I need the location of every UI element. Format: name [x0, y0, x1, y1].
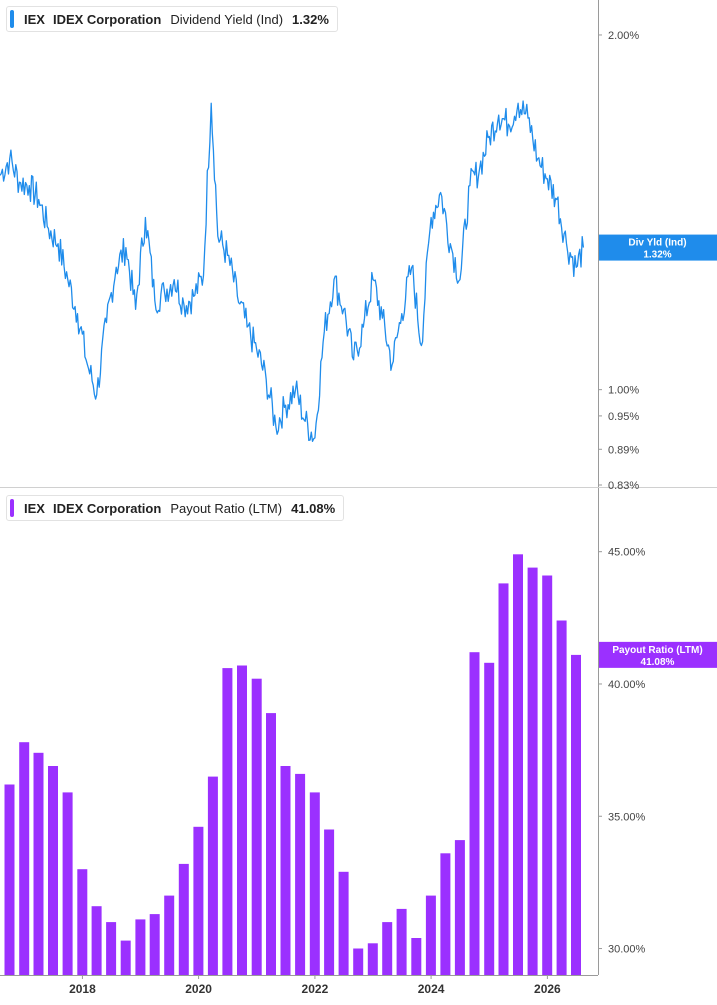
x-tick-label: 2018 [69, 982, 96, 996]
legend-company: IDEX Corporation [52, 11, 162, 27]
payout-ratio-bar [295, 773, 306, 975]
payout-ratio-bar [19, 742, 30, 975]
payout-ratio-bar [4, 784, 15, 975]
payout-ratio-bar [77, 869, 88, 975]
payout-ratio-bar [91, 906, 102, 975]
legend-metric: Payout Ratio (LTM) [170, 500, 283, 516]
payout-ratio-bar [135, 919, 146, 975]
payout-ratio-bar [266, 713, 276, 975]
payout-ratio-flag-bg [599, 641, 717, 668]
legend-ticker: IEX [24, 11, 45, 27]
payout-ratio-bar [324, 829, 335, 975]
dividend-yield-flag-bg [599, 234, 717, 261]
y-tick-label: 40.00% [608, 679, 646, 691]
payout-ratio-bar [571, 654, 581, 975]
dividend-yield-line [0, 100, 585, 443]
y-tick-label: 45.00% [608, 547, 646, 559]
dividend-yield-swatch [10, 10, 14, 28]
legend-metric: Dividend Yield (Ind) [170, 11, 284, 27]
y-tick-label: 2.00% [608, 30, 639, 42]
x-tick-label: 2022 [302, 982, 329, 996]
legend-company: IDEX Corporation [52, 500, 162, 516]
payout-ratio-bar [193, 826, 204, 975]
payout-ratio-bar [454, 840, 465, 975]
x-tick-label: 2026 [534, 982, 561, 996]
payout-ratio-flag-value: 41.08% [641, 657, 675, 668]
payout-ratio-bar [164, 895, 175, 975]
y-tick-label: 1.00% [608, 385, 639, 397]
payout-ratio-bar [106, 922, 117, 975]
payout-ratio-bar [513, 554, 523, 975]
payout-ratio-bar [280, 766, 291, 975]
payout-ratio-bar [469, 652, 480, 975]
payout-ratio-bar [33, 752, 44, 975]
y-tick-label: 30.00% [608, 944, 646, 956]
payout-ratio-swatch [10, 499, 14, 517]
bottom-chart-legend[interactable]: IEX IDEX Corporation Payout Ratio (LTM) … [6, 495, 345, 521]
payout-ratio-flag: Payout Ratio (LTM)41.08% [599, 641, 717, 668]
payout-ratio-bar [411, 938, 422, 975]
payout-ratio-bar [527, 567, 538, 975]
legend-latest-value: 1.32% [292, 11, 329, 27]
legend-ticker: IEX [24, 500, 45, 516]
payout-ratio-bar [425, 895, 436, 975]
payout-ratio-bar [251, 678, 262, 975]
payout-ratio-bar [440, 853, 451, 975]
payout-ratio-bar [48, 766, 58, 975]
dividend-yield-flag-label: Div Yld (Ind) [628, 238, 686, 249]
payout-ratio-bar [338, 871, 349, 975]
dividend-yield-flag-value: 1.32% [643, 250, 671, 261]
payout-ratio-bar [149, 914, 160, 975]
payout-ratio-bar [542, 575, 553, 975]
payout-ratio-flag-label: Payout Ratio (LTM) [612, 645, 702, 656]
y-tick-label: 0.83% [608, 480, 639, 492]
payout-ratio-bar [178, 863, 189, 975]
payout-ratio-bar [62, 792, 73, 975]
payout-ratio-bar [367, 943, 378, 975]
payout-ratio-bar [484, 662, 495, 975]
payout-ratio-bar [237, 665, 247, 975]
payout-ratio-bar [120, 940, 131, 975]
payout-ratio-bar [396, 908, 407, 975]
payout-ratio-bar [556, 620, 567, 975]
top-chart-legend[interactable]: IEX IDEX Corporation Dividend Yield (Ind… [6, 6, 338, 32]
y-tick-label: 0.89% [608, 444, 639, 456]
payout-ratio-bar [309, 792, 320, 975]
payout-ratio-bar [382, 922, 393, 975]
payout-ratio-bar [222, 668, 233, 975]
payout-ratio-bar [498, 583, 509, 975]
legend-latest-value: 41.08% [291, 500, 336, 516]
x-tick-label: 2020 [185, 982, 212, 996]
y-tick-label: 0.95% [608, 411, 639, 423]
x-tick-label: 2024 [418, 982, 445, 996]
y-tick-label: 35.00% [608, 811, 646, 823]
payout-ratio-bar [207, 776, 218, 975]
dividend-yield-flag: Div Yld (Ind)1.32% [599, 234, 717, 261]
payout-ratio-bar [353, 948, 364, 975]
